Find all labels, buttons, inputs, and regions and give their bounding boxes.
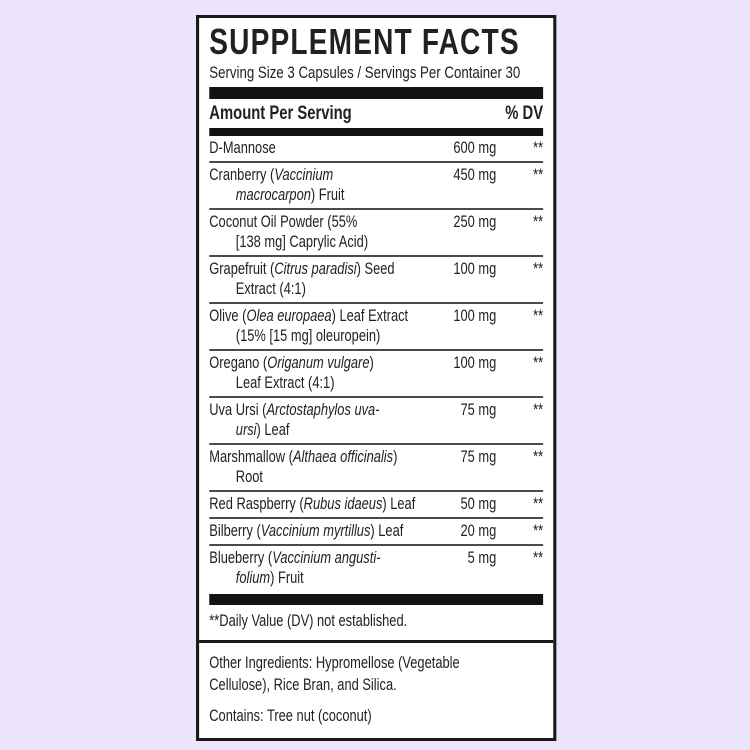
ingredient-rows: D-Mannose 600 mg ** Cranberry (Vaccinium… xyxy=(209,136,543,591)
ingredient-row: D-Mannose 600 mg ** xyxy=(209,136,543,161)
ingredient-name: Oregano (Origanum vulgare) Leaf Extract (… xyxy=(209,354,374,392)
ingredient-dv: ** xyxy=(533,139,544,157)
ingredient-amount: 5 mg xyxy=(467,549,497,567)
ingredient-dv: ** xyxy=(533,307,544,325)
ingredient-name: Marshmallow (Althaea officinalis) Root xyxy=(209,448,398,486)
ingredient-dv: ** xyxy=(533,522,544,540)
ingredient-amount: 20 mg xyxy=(460,522,497,540)
ingredient-dv: ** xyxy=(533,354,544,372)
ingredient-name: Cranberry (Vaccinium macrocarpon) Fruit xyxy=(209,166,345,204)
ingredient-row: Olive (Olea europaea) Leaf Extract (15% [… xyxy=(209,302,543,349)
ingredient-amount: 100 mg xyxy=(453,354,497,372)
ingredient-amount: 450 mg xyxy=(453,166,497,184)
ingredient-dv: ** xyxy=(533,401,544,419)
ingredient-amount: 100 mg xyxy=(453,260,497,278)
contains-text: Contains: Tree nut (coconut) xyxy=(209,707,372,725)
header-bar-top xyxy=(209,87,544,99)
ingredient-name: Grapefruit (Citrus paradisi) Seed Extract… xyxy=(209,260,395,298)
ingredient-row: Bilberry (Vaccinium myrtillus) Leaf 20 m… xyxy=(209,517,543,544)
serving-info: Serving Size 3 Capsules / Servings Per C… xyxy=(209,63,521,82)
supplement-label: SUPPLEMENT FACTS Serving Size 3 Capsules… xyxy=(196,15,557,741)
ingredient-row: Oregano (Origanum vulgare) Leaf Extract (… xyxy=(209,349,543,396)
percent-dv-header: % DV xyxy=(505,103,544,124)
ingredient-dv: ** xyxy=(533,213,544,231)
ingredient-dv: ** xyxy=(533,448,544,466)
other-ingredients-section: Other Ingredients: Hypromellose (Vegetab… xyxy=(199,640,554,738)
ingredient-name: Red Raspberry (Rubus idaeus) Leaf xyxy=(209,495,416,513)
ingredient-amount: 600 mg xyxy=(453,139,497,157)
other-ingredients-text: Other Ingredients: Hypromellose (Vegetab… xyxy=(209,654,460,694)
ingredient-amount: 100 mg xyxy=(453,307,497,325)
ingredient-name: Coconut Oil Powder (55% [138 mg] Caprylic… xyxy=(209,213,369,251)
ingredient-row: Blueberry (Vaccinium angusti-folium) Fru… xyxy=(209,544,543,591)
ingredient-amount: 250 mg xyxy=(453,213,497,231)
label-title: SUPPLEMENT FACTS xyxy=(209,21,520,62)
ingredient-row: Coconut Oil Powder (55% [138 mg] Caprylic… xyxy=(209,208,543,255)
ingredient-row: Cranberry (Vaccinium macrocarpon) Fruit 4… xyxy=(209,161,543,208)
ingredient-amount: 50 mg xyxy=(460,495,497,513)
footnote-text: **Daily Value (DV) not established. xyxy=(209,612,408,630)
ingredient-dv: ** xyxy=(533,260,544,278)
facts-panel: SUPPLEMENT FACTS Serving Size 3 Capsules… xyxy=(199,18,553,640)
ingredient-name: Olive (Olea europaea) Leaf Extract (15% [… xyxy=(209,307,409,345)
ingredient-dv: ** xyxy=(533,166,544,184)
ingredient-amount: 75 mg xyxy=(460,401,497,419)
header-bar-bottom xyxy=(209,128,544,136)
ingredient-row: Red Raspberry (Rubus idaeus) Leaf 50 mg … xyxy=(209,490,543,517)
ingredient-row: Uva Ursi (Arctostaphylos uva-ursi) Leaf … xyxy=(209,396,543,443)
amount-per-serving-header: Amount Per Serving xyxy=(209,103,352,124)
ingredient-name: Uva Ursi (Arctostaphylos uva-ursi) Leaf xyxy=(209,401,380,439)
footnote-bar xyxy=(209,594,544,605)
ingredient-name: Bilberry (Vaccinium myrtillus) Leaf xyxy=(209,522,404,540)
ingredient-amount: 75 mg xyxy=(460,448,497,466)
ingredient-row: Marshmallow (Althaea officinalis) Root 75… xyxy=(209,443,543,490)
ingredient-dv: ** xyxy=(533,549,544,567)
ingredient-row: Grapefruit (Citrus paradisi) Seed Extract… xyxy=(209,255,543,302)
ingredient-name: D-Mannose xyxy=(209,139,276,157)
column-header-row: Amount Per Serving % DV xyxy=(209,99,543,128)
ingredient-name: Blueberry (Vaccinium angusti-folium) Fru… xyxy=(209,549,381,587)
ingredient-dv: ** xyxy=(533,495,544,513)
